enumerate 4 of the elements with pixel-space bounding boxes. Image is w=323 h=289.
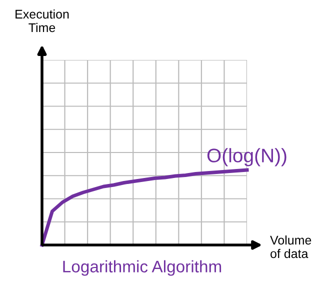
text: Execution Time	[16, 9, 69, 32]
text: Logarithmic Algorithm	[63, 260, 222, 276]
x-axis-title: Volume of data	[270, 235, 312, 258]
series-label: O(log(N))	[207, 148, 286, 166]
